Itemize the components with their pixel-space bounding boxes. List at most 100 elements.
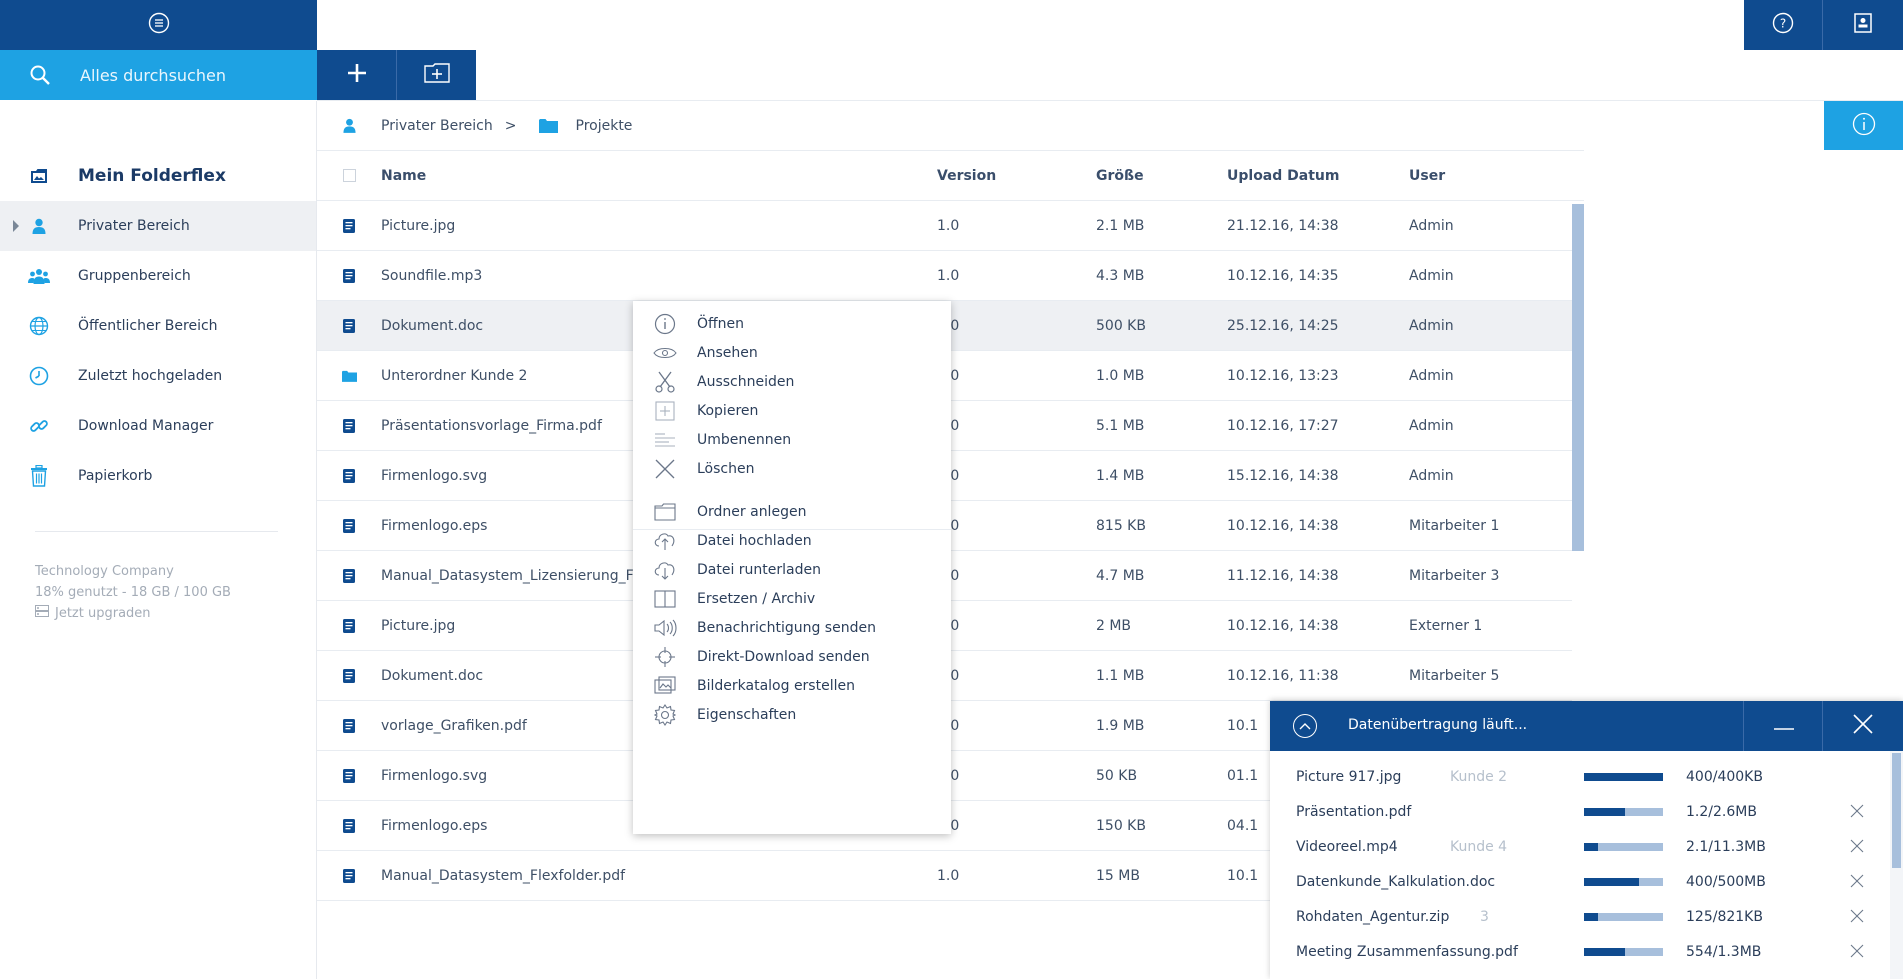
cancel-transfer-icon[interactable] [1850, 839, 1864, 857]
menu-item-label: Ausschneiden [697, 373, 795, 390]
menu-item-ordner-anlegen[interactable]: Ordner anlegen [633, 494, 951, 529]
header-date[interactable]: Upload Datum [1227, 167, 1340, 184]
upgrade-link[interactable]: Jetzt upgraden [35, 603, 231, 624]
sidebar-item-label: Download Manager [78, 418, 214, 434]
menu-item-datei-runterladen[interactable]: Datei runterladen [633, 552, 951, 587]
select-all-checkbox[interactable] [342, 169, 356, 182]
transfer-scrollbar[interactable] [1890, 751, 1903, 979]
sidebar-item-oeffentlicher-bereich[interactable]: Öffentlicher Bereich [0, 301, 316, 351]
row-size: 2 MB [1096, 617, 1132, 634]
transfer-item: Kunde 2 Picture 917.jpg 400/400KB [1270, 759, 1890, 794]
sidebar-item-label: Papierkorb [78, 468, 153, 484]
table-scrollbar[interactable] [1572, 204, 1584, 551]
menu-item-umbenennen[interactable]: Umbenennen [633, 422, 951, 457]
menu-item-datei-hochladen[interactable]: Datei hochladen [633, 523, 951, 558]
table-row[interactable]: Picture.jpg 1.0 2.1 MB 21.12.16, 14:38 Admin [317, 201, 1572, 251]
menu-item-ansehen[interactable]: Ansehen [633, 335, 951, 370]
menu-item-kopieren[interactable]: Kopieren [633, 393, 951, 428]
row-user: Admin [1409, 417, 1454, 434]
svg-text:?: ? [1780, 17, 1786, 31]
new-folder-button[interactable] [397, 50, 476, 100]
row-version: 1.0 [937, 468, 1096, 484]
menu-item-l-schen[interactable]: Löschen [633, 451, 951, 486]
row-size: 50 KB [1096, 767, 1138, 784]
info-button[interactable] [1824, 101, 1903, 150]
header-size[interactable]: Größe [1096, 167, 1144, 184]
download-cloud-icon [633, 560, 697, 580]
row-date: 10.1 [1227, 717, 1259, 734]
breadcrumb-root[interactable]: Privater Bereich [381, 117, 493, 134]
contacts-icon [1853, 13, 1873, 37]
row-size: 1.9 MB [1096, 717, 1145, 734]
menu-item-eigenschaften[interactable]: Eigenschaften [633, 697, 951, 732]
sidebar-item-download-manager[interactable]: Download Manager [0, 401, 316, 451]
row-size: 4.7 MB [1096, 567, 1145, 584]
search-label: Alles durchsuchen [80, 65, 226, 85]
menu-item-bilderkatalog-erstellen[interactable]: Bilderkatalog erstellen [633, 668, 951, 703]
table-row[interactable]: Unterordner Kunde 2 1.01.0 MB 10.12.16, 13… [317, 351, 1572, 401]
transfer-panel: Datenübertragung läuft... Kunde 2 Picture… [1270, 701, 1903, 979]
breadcrumb-separator: > [504, 117, 517, 134]
sidebar-item-zuletzt-hochgeladen[interactable]: Zuletzt hochgeladen [0, 351, 316, 401]
file-icon [317, 768, 381, 783]
progress-bar [1584, 913, 1663, 921]
menu-item-direkt-download-senden[interactable]: Direkt-Download senden [633, 639, 951, 674]
header-user[interactable]: User [1409, 167, 1446, 184]
menu-item-ausschneiden[interactable]: Ausschneiden [633, 364, 951, 399]
upgrade-label: Jetzt upgraden [55, 606, 151, 621]
header-name[interactable]: Name [381, 167, 427, 184]
row-version: 1.0 [937, 818, 1096, 834]
contacts-button[interactable] [1823, 0, 1903, 50]
table-row[interactable]: Soundfile.mp3 1.0 4.3 MB 10.12.16, 14:35 Adm… [317, 251, 1572, 301]
sidebar-item-papierkorb[interactable]: Papierkorb [0, 451, 316, 501]
row-version: 1.0 [937, 718, 1096, 734]
cancel-transfer-icon[interactable] [1850, 944, 1864, 962]
menu-item-label: Umbenennen [697, 431, 792, 448]
menu-circle-icon[interactable] [148, 12, 170, 38]
menu-item-ersetzen-archiv[interactable]: Ersetzen / Archiv [633, 581, 951, 616]
add-button[interactable] [317, 50, 396, 100]
row-user: Admin [1409, 367, 1454, 384]
row-date: 10.12.16, 13:23 [1227, 367, 1339, 384]
folder-icon [317, 370, 381, 382]
row-version: 1.0 [937, 318, 1096, 334]
file-icon [317, 418, 381, 433]
table-row[interactable]: Firmenlogo.svg 1.050 KB 01.1 [317, 751, 1572, 801]
close-button[interactable] [1823, 701, 1903, 751]
header-version[interactable]: Version [937, 167, 997, 184]
minimize-button[interactable] [1744, 701, 1823, 751]
transfer-file-name: Rohdaten_Agentur.zip [1296, 908, 1450, 925]
menu-item-benachrichtigung-senden[interactable]: Benachrichtigung senden [633, 610, 951, 645]
cancel-transfer-icon[interactable] [1850, 804, 1864, 822]
row-name: Präsentationsvorlage_Firma.pdf [381, 417, 602, 434]
clock-icon [0, 366, 78, 386]
transfer-amount: 554/1.3MB [1686, 943, 1762, 960]
folder-icon [538, 118, 558, 133]
row-date: 10.12.16, 14:38 [1227, 517, 1339, 534]
sidebar-item-privater-bereich[interactable]: Privater Bereich [0, 201, 316, 251]
gear-icon [633, 703, 697, 726]
cancel-transfer-icon[interactable] [1850, 874, 1864, 892]
group-icon [0, 268, 78, 284]
file-icon [317, 868, 381, 883]
help-button[interactable]: ? [1744, 0, 1822, 50]
search-bar[interactable]: Alles durchsuchen [0, 50, 317, 100]
row-date: 01.1 [1227, 767, 1259, 784]
top-menu-bar [0, 0, 317, 50]
scissors-icon [633, 371, 697, 393]
transfer-amount: 1.2/2.6MB [1686, 803, 1757, 820]
menu-item--ffnen[interactable]: Öffnen [633, 306, 951, 341]
row-name: Firmenlogo.eps [381, 817, 488, 834]
sidebar-item-gruppenbereich[interactable]: Gruppenbereich [0, 251, 316, 301]
collapse-icon[interactable] [1293, 714, 1317, 738]
cancel-transfer-icon[interactable] [1850, 909, 1864, 927]
sidebar-item-label: Gruppenbereich [78, 268, 191, 284]
transfer-title: Datenübertragung läuft... [1348, 717, 1528, 733]
table-row[interactable]: Manual_Datasystem_Flexfolder.pdf 1.0 15 MB… [317, 851, 1572, 901]
menu-item-label: Ansehen [697, 344, 758, 361]
row-user: Admin [1409, 317, 1454, 334]
row-size: 815 KB [1096, 517, 1146, 534]
background-user-text: Kunde 2 [1450, 768, 1508, 785]
transfer-item: Datenkunde_Kalkulation.doc 400/500MB [1270, 864, 1890, 899]
breadcrumb-current[interactable]: Projekte [575, 117, 633, 134]
